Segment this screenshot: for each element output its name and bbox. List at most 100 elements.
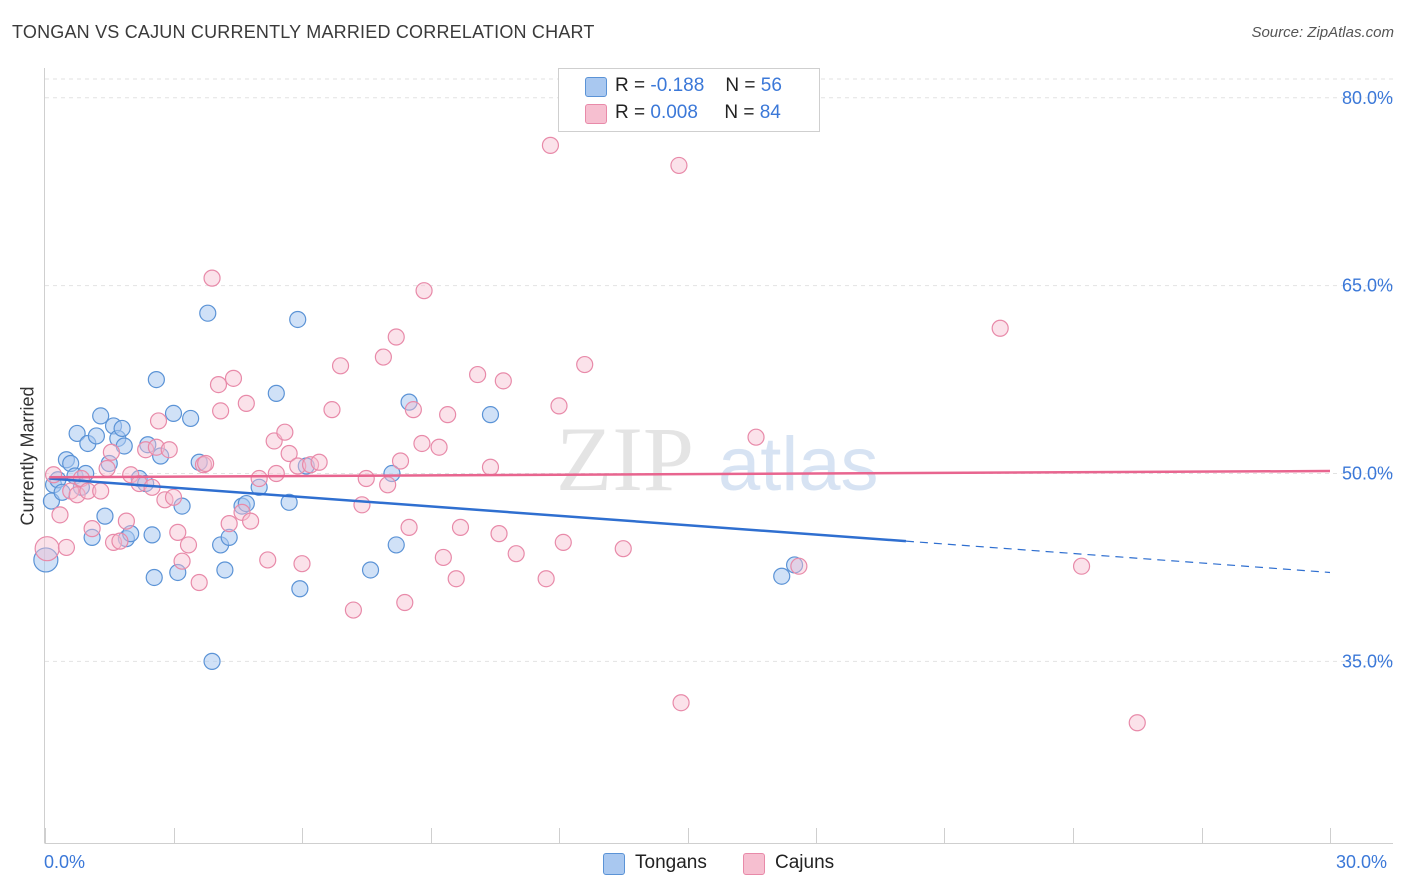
cajuns-point (293, 555, 311, 573)
cajuns-r-value: 0.008 (650, 102, 698, 123)
tongans-points (33, 304, 804, 670)
cajuns-point (387, 328, 405, 346)
cajuns-point (670, 156, 688, 175)
cajuns-point (490, 525, 508, 543)
tongans-n-value: 56 (760, 75, 782, 96)
tongans-point (220, 528, 238, 547)
tongans-point (237, 494, 255, 513)
cajuns-point (280, 444, 298, 463)
cajuns-point (413, 434, 431, 453)
cajuns-point (747, 428, 765, 446)
cajuns-point (672, 694, 690, 712)
y-tick-label-35: 35.0% (1342, 651, 1393, 671)
cajuns-swatch (585, 104, 607, 124)
tongans-point (145, 568, 163, 587)
cajuns-point (169, 523, 187, 541)
tongans-point (289, 310, 307, 329)
cajuns-point (1072, 557, 1091, 575)
tongans-point (33, 547, 59, 573)
grid-lines (45, 78, 1393, 662)
tongans-trend-line (49, 477, 907, 543)
cajuns-point (614, 540, 632, 558)
cajuns-point (79, 482, 97, 500)
cajuns-point (400, 518, 418, 536)
cajuns-points (34, 136, 1146, 732)
x-tick-max: 30.0% (1336, 852, 1388, 872)
tongans-point (481, 406, 500, 424)
cajuns-point (111, 532, 129, 550)
cajuns-trend-line (49, 469, 1331, 479)
cajuns-point (430, 438, 448, 456)
tongans-point (291, 580, 309, 598)
cajuns-point (415, 282, 433, 300)
cajuns-point (220, 515, 238, 533)
tongans-point (113, 419, 131, 438)
cajuns-n-label: N = (724, 102, 755, 123)
cajuns-point (242, 512, 260, 530)
cajuns-r-label: R = (615, 102, 646, 123)
tongans-r-label: R = (615, 75, 646, 96)
cajuns-point (179, 536, 198, 554)
tongans-point (173, 497, 191, 515)
cajuns-point (57, 538, 76, 557)
cajuns-point (991, 319, 1009, 337)
tongans-point (152, 447, 170, 465)
cajuns-point (447, 570, 465, 588)
tongans-point (387, 536, 405, 554)
tongans-n-label: N = (725, 75, 756, 96)
tongans-point (203, 652, 221, 670)
tongans-point (773, 567, 791, 585)
tongans-point (250, 478, 268, 496)
tongans-point (169, 563, 187, 582)
y-tick-label-80: 80.0% (1342, 88, 1393, 108)
tongans-trend-extension (905, 540, 1331, 574)
cajuns-point (379, 476, 397, 494)
cajuns-point (541, 136, 560, 154)
cajuns-point (209, 376, 228, 394)
watermark-zip: ZIP (556, 408, 694, 510)
cajuns-point (160, 441, 178, 459)
tongans-r-value: -0.188 (650, 75, 705, 96)
bottom-tongans-label: Tongans (635, 852, 707, 873)
cajuns-point (790, 557, 808, 575)
cajuns-point (289, 457, 307, 475)
cajuns-point (51, 506, 69, 524)
cajuns-point (267, 464, 285, 483)
cajuns-point (147, 438, 165, 456)
cajuns-point (173, 552, 191, 570)
bottom-tongans-swatch (603, 853, 625, 875)
cajuns-point (1128, 714, 1146, 732)
y-tick-label-65: 65.0% (1342, 276, 1393, 296)
cajuns-point (396, 593, 414, 612)
axes (44, 68, 1393, 844)
correlation-legend: R = -0.188 N = 56 R = 0.008 N = 84 (558, 68, 820, 132)
cajuns-point (137, 441, 155, 459)
tongans-point (267, 384, 285, 402)
cajuns-point (439, 406, 457, 424)
cajuns-point (554, 533, 572, 552)
cajuns-point (276, 423, 294, 441)
cajuns-point (323, 401, 341, 419)
cajuns-point (203, 269, 221, 287)
cajuns-point (537, 570, 555, 588)
cajuns-point (494, 372, 512, 390)
tongans-point (68, 424, 86, 443)
tongans-point (87, 427, 106, 445)
y-tick-labels: 35.0% 50.0% 65.0% 80.0% (1342, 88, 1393, 672)
cajuns-point (98, 459, 116, 478)
cajuns-point (212, 402, 230, 420)
cajuns-point (233, 503, 251, 521)
cajuns-point (344, 601, 362, 619)
cajuns-point (250, 469, 268, 488)
cajuns-point (149, 412, 168, 430)
cajuns-point (353, 496, 371, 514)
cajuns-point (68, 486, 86, 504)
cajuns-point (550, 397, 568, 415)
cajuns-point (507, 545, 525, 563)
chart-title: TONGAN VS CAJUN CURRENTLY MARRIED CORREL… (12, 22, 595, 42)
tongans-point (143, 526, 161, 544)
watermark-atlas: atlas (718, 422, 879, 507)
y-tick-label-50: 50.0% (1342, 464, 1393, 484)
cajuns-point (357, 469, 375, 488)
bottom-cajuns-swatch (743, 853, 765, 875)
